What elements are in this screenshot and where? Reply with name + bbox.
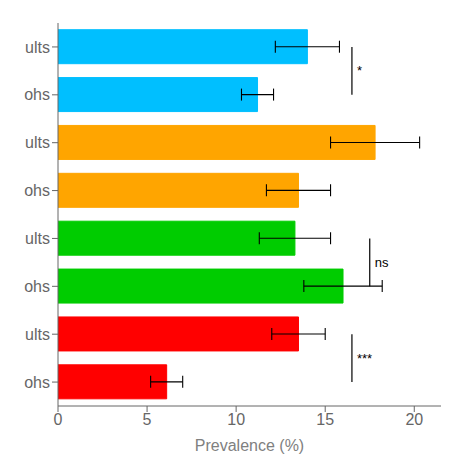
svg-text:ns: ns	[375, 255, 389, 270]
svg-text:***: ***	[357, 351, 372, 366]
svg-text:ohs: ohs	[24, 86, 50, 103]
svg-text:0: 0	[54, 411, 63, 428]
svg-text:Prevalence (%): Prevalence (%)	[195, 437, 304, 454]
svg-text:15: 15	[316, 411, 334, 428]
svg-text:20: 20	[405, 411, 423, 428]
svg-text:ults: ults	[25, 39, 50, 56]
svg-text:ohs: ohs	[24, 278, 50, 295]
svg-text:5: 5	[143, 411, 152, 428]
svg-text:*: *	[357, 63, 362, 78]
svg-text:ults: ults	[25, 230, 50, 247]
svg-text:ults: ults	[25, 326, 50, 343]
svg-text:ohs: ohs	[24, 182, 50, 199]
svg-text:ohs: ohs	[24, 374, 50, 391]
svg-text:ults: ults	[25, 134, 50, 151]
svg-text:10: 10	[227, 411, 245, 428]
